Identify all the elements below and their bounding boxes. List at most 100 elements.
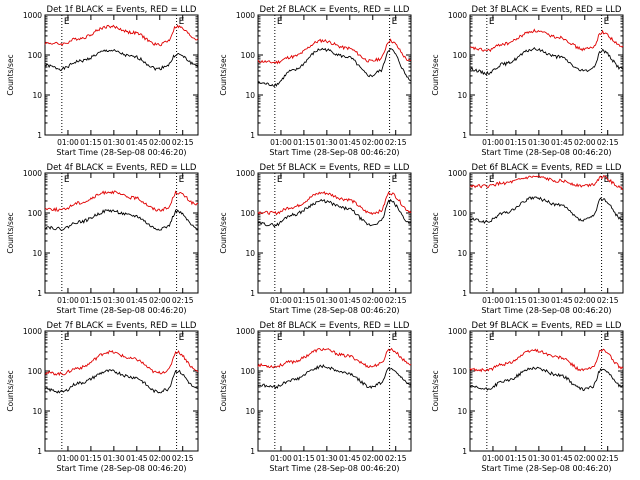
x-tick-label: 01:00: [270, 454, 292, 463]
y-tick-label: 1: [37, 447, 42, 456]
x-axis-label: Start Time (28-Sep-08 00:46:20): [481, 306, 611, 315]
time-marker-letter: E: [64, 333, 70, 343]
x-tick-label: 01:45: [126, 296, 148, 305]
y-axis-label: Counts/sec: [6, 370, 15, 411]
y-tick-label: 1000: [236, 11, 255, 20]
x-tick-label: 01:00: [270, 296, 292, 305]
panel-title: Det 1f BLACK = Events, RED = LLD: [47, 5, 197, 15]
x-tick-label: 01:45: [339, 454, 361, 463]
y-tick-label: 10: [457, 249, 467, 258]
x-tick-label: 01:00: [482, 454, 504, 463]
x-tick-label: 02:15: [385, 296, 407, 305]
x-tick-label: 01:15: [80, 138, 102, 147]
y-tick-label: 10: [457, 407, 467, 416]
plot-frame: [257, 14, 412, 136]
y-axis-label: Counts/sec: [431, 370, 440, 411]
panel-title: Det 7f BLACK = Events, RED = LLD: [47, 321, 197, 331]
series-events-line: [44, 209, 199, 232]
panel-title: Det 4f BLACK = Events, RED = LLD: [47, 163, 197, 173]
y-tick-label: 1: [462, 447, 467, 456]
time-marker-letter: E: [277, 17, 283, 27]
y-tick-label: 1: [462, 289, 467, 298]
y-axis-label: Counts/sec: [431, 54, 440, 95]
x-tick-label: 01:30: [528, 296, 550, 305]
x-tick-label: 01:00: [57, 138, 79, 147]
y-axis-label: Counts/sec: [431, 212, 440, 253]
plot-frame: [469, 172, 624, 294]
series-events-line: [469, 366, 624, 392]
time-marker-letter: E: [489, 175, 495, 185]
x-tick-label: 01:30: [316, 296, 338, 305]
y-axis-label: Counts/sec: [6, 54, 15, 95]
x-tick-label: 02:00: [574, 296, 596, 305]
time-marker-letter: E: [179, 175, 185, 185]
x-tick-label: 02:15: [385, 454, 407, 463]
x-axis-label: Start Time (28-Sep-08 00:46:20): [481, 148, 611, 157]
x-tick-label: 02:00: [149, 454, 171, 463]
x-tick-label: 01:00: [270, 138, 292, 147]
series-events-line: [257, 198, 412, 228]
x-tick-label: 01:15: [505, 138, 527, 147]
y-tick-label: 1: [37, 131, 42, 140]
x-axis-label: Start Time (28-Sep-08 00:46:20): [56, 306, 186, 315]
panel-title: Det 9f BLACK = Events, RED = LLD: [472, 321, 622, 331]
y-tick-label: 10: [457, 91, 467, 100]
x-tick-label: 01:15: [80, 454, 102, 463]
x-tick-label: 01:30: [316, 138, 338, 147]
x-tick-label: 02:00: [362, 454, 384, 463]
x-tick-label: 01:00: [57, 454, 79, 463]
y-axis-label: Counts/sec: [219, 370, 228, 411]
y-tick-label: 1: [250, 289, 255, 298]
panel-title: Det 2f BLACK = Events, RED = LLD: [260, 5, 410, 15]
x-tick-label: 01:45: [126, 454, 148, 463]
x-tick-label: 02:00: [574, 454, 596, 463]
time-marker-letter: E: [277, 333, 283, 343]
x-axis-label: Start Time (28-Sep-08 00:46:20): [269, 148, 399, 157]
series-lld-line: [44, 190, 199, 213]
series-lld-line: [469, 28, 624, 53]
x-tick-label: 01:45: [551, 296, 573, 305]
x-tick-label: 01:45: [339, 138, 361, 147]
y-tick-label: 10: [245, 249, 255, 258]
x-tick-label: 01:15: [293, 296, 315, 305]
panel-det-4: Det 4f BLACK = Events, RED = LLD 1 10 100 10…: [6, 163, 199, 315]
y-tick-label: 1: [250, 447, 255, 456]
plot-frame: [44, 330, 199, 452]
time-marker-letter: E: [179, 333, 185, 343]
x-tick-label: 01:45: [551, 138, 573, 147]
y-tick-label: 100: [241, 209, 256, 218]
series-lld-line: [257, 347, 412, 369]
x-tick-label: 02:15: [597, 138, 619, 147]
series-events-line: [257, 47, 412, 87]
x-tick-label: 01:00: [482, 296, 504, 305]
time-marker-letter: E: [392, 17, 398, 27]
time-marker-letter: E: [64, 175, 70, 185]
x-axis-label: Start Time (28-Sep-08 00:46:20): [481, 464, 611, 473]
x-tick-label: 01:15: [293, 138, 315, 147]
y-axis-label: Counts/sec: [6, 212, 15, 253]
y-tick-label: 1000: [236, 169, 255, 178]
x-axis-label: Start Time (28-Sep-08 00:46:20): [56, 148, 186, 157]
plot-frame: [469, 14, 624, 136]
time-marker-letter: E: [604, 333, 610, 343]
x-tick-label: 02:15: [597, 454, 619, 463]
y-tick-label: 1: [462, 131, 467, 140]
y-tick-label: 10: [32, 249, 42, 258]
x-tick-label: 02:00: [362, 138, 384, 147]
y-axis-label: Counts/sec: [219, 54, 228, 95]
y-tick-label: 100: [453, 209, 468, 218]
y-tick-label: 100: [453, 51, 468, 60]
x-tick-label: 01:00: [57, 296, 79, 305]
panel-det-1: Det 1f BLACK = Events, RED = LLD 1 10 100 10…: [6, 5, 199, 157]
y-tick-label: 100: [28, 209, 43, 218]
x-axis-label: Start Time (28-Sep-08 00:46:20): [56, 464, 186, 473]
x-tick-label: 01:45: [551, 454, 573, 463]
y-tick-label: 100: [28, 367, 43, 376]
y-tick-label: 100: [241, 51, 256, 60]
x-tick-label: 02:00: [362, 296, 384, 305]
time-marker-letter: E: [489, 333, 495, 343]
y-tick-label: 1000: [23, 11, 42, 20]
plot-frame: [44, 172, 199, 294]
x-tick-label: 01:00: [482, 138, 504, 147]
